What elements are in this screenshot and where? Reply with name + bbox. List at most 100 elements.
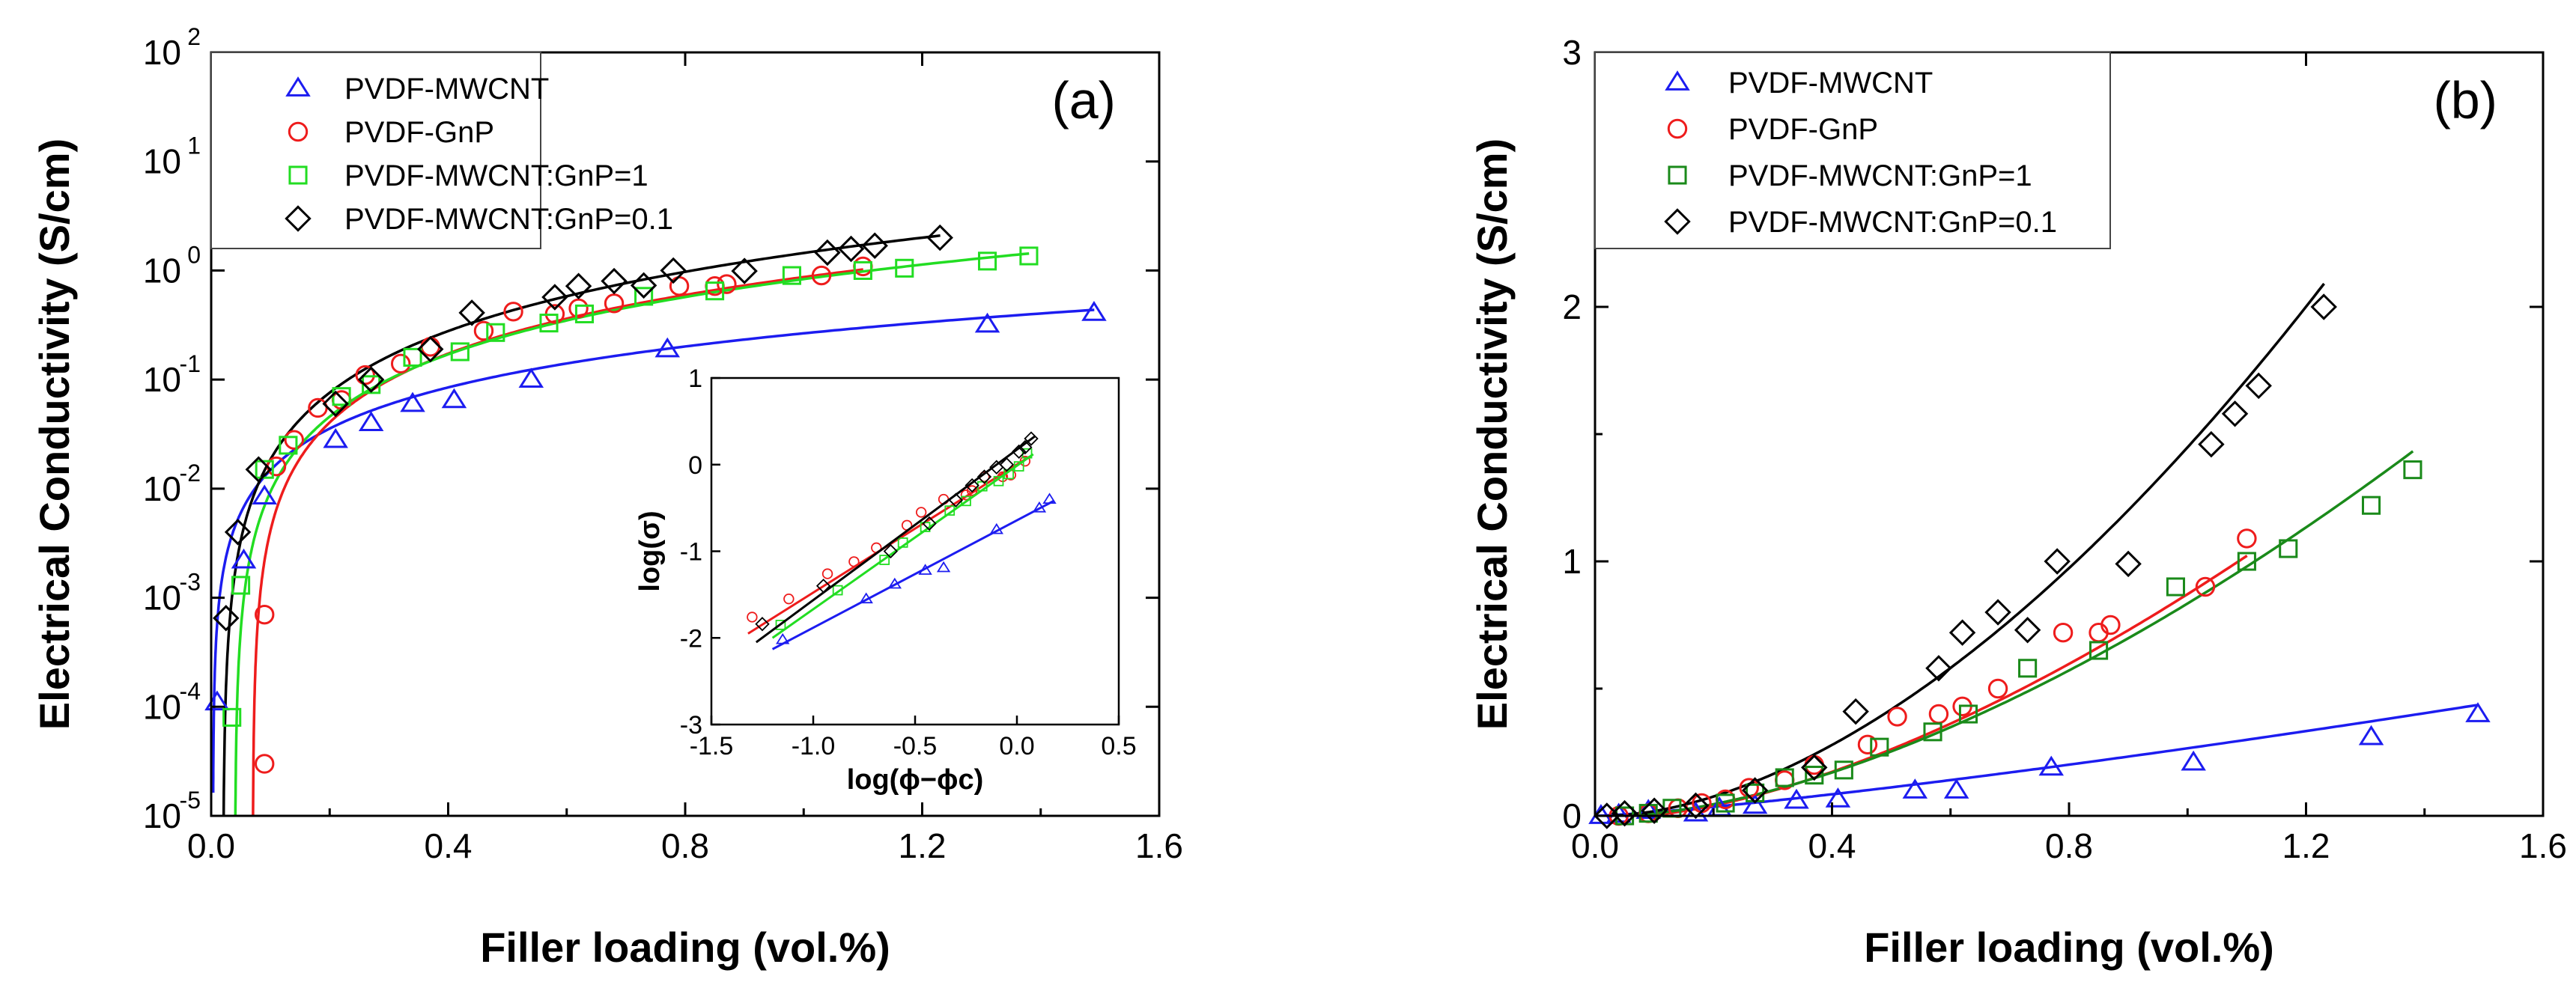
data-point — [660, 257, 687, 284]
fit-line-pvdf-mwcnt — [1597, 704, 2479, 816]
data-point — [332, 387, 351, 406]
inset-y-tick-label: -3 — [680, 711, 702, 740]
series-pvdf-mwcnt:gnp=0.1 — [213, 224, 953, 632]
y-axis-title: Electrical Conductivity (S/cm) — [1468, 138, 1516, 730]
data-point — [255, 604, 275, 625]
x-tick-label: 1.6 — [1135, 826, 1183, 865]
inset-data-point — [879, 555, 890, 565]
inset-data-point — [918, 564, 932, 575]
inset-data-point — [755, 617, 770, 632]
series-pvdf-mwcnt — [204, 301, 1107, 711]
inset-y-tick-label: 0 — [688, 451, 702, 480]
data-point — [2014, 617, 2041, 644]
legend-label: PVDF-GnP — [344, 116, 494, 149]
data-point — [837, 235, 865, 263]
inset-data-point — [747, 612, 758, 623]
x-tick-label: 0.0 — [187, 826, 235, 865]
data-point — [717, 274, 737, 294]
data-point — [1984, 599, 2011, 626]
data-point — [539, 314, 559, 333]
data-point — [231, 576, 251, 595]
data-point — [458, 299, 485, 326]
inset-data-point — [999, 457, 1015, 472]
x-tick-label: 0.4 — [1808, 826, 1856, 865]
data-point — [518, 368, 544, 388]
series-pvdf-mwcnt:gnp=0.1 — [1594, 293, 2337, 829]
data-point — [634, 287, 654, 306]
y-tick-exponent: 0 — [187, 241, 201, 268]
inset-data-point — [776, 632, 790, 644]
inset-data-point — [993, 475, 1004, 487]
data-point — [1842, 698, 1869, 725]
data-point — [2221, 400, 2249, 427]
y-tick-exponent: -4 — [180, 677, 201, 704]
inset-data-point — [883, 543, 899, 559]
data-point — [654, 337, 681, 358]
inset-data-point — [887, 577, 902, 589]
data-point — [417, 335, 444, 363]
data-point — [358, 411, 384, 431]
data-point — [284, 430, 304, 450]
data-point — [1801, 754, 1828, 781]
inset-data-point — [783, 593, 795, 605]
data-point — [2018, 659, 2038, 678]
series-pvdf-mwcnt:gnp=1 — [222, 246, 1039, 727]
y-tick-exponent: -3 — [180, 569, 201, 596]
data-point — [2089, 641, 2109, 660]
data-point — [568, 298, 589, 319]
data-point — [630, 272, 657, 299]
data-point — [322, 390, 349, 418]
x-tick-label: 0.4 — [425, 826, 473, 865]
inset-data-point — [915, 507, 927, 518]
inset-data-point — [1042, 493, 1057, 504]
data-point — [1987, 678, 2008, 699]
data-point — [255, 460, 274, 479]
inset-fit-line — [771, 453, 1034, 639]
y-tick-label: 3 — [1562, 33, 1582, 72]
data-point — [255, 754, 275, 774]
fit-line-pvdf-gnp — [1636, 555, 2248, 816]
series-pvdf-gnp — [1609, 528, 2257, 826]
inset-data-point — [775, 620, 786, 630]
data-point — [1081, 301, 1107, 321]
y-tick-label: 10 — [143, 796, 181, 835]
inset-data-point — [848, 556, 860, 567]
data-point — [861, 232, 888, 259]
legend-marker — [288, 165, 308, 185]
data-point — [391, 353, 411, 374]
fit-line-pvdf-mwcnt — [211, 308, 1095, 793]
y-axis-title: Electrical Conductivity (S/cm) — [31, 138, 78, 730]
inset-data-point — [1032, 501, 1047, 513]
fit-line-pvdf-mwcnt:gnp=1 — [1619, 450, 2414, 816]
data-point — [574, 304, 595, 323]
data-point — [2181, 750, 2206, 771]
inset-chart: -1.5 -1.0 -0.5 0.0 0.5 1 0 -1 -2 -3 log(ϕ−ϕc) log(σ… — [634, 365, 1137, 796]
fit-curves — [1597, 282, 2479, 816]
data-point — [2115, 550, 2142, 578]
legend-label: PVDF-MWCNT:GnP=0.1 — [344, 203, 673, 236]
data-point — [450, 342, 470, 362]
inset-data-point — [815, 579, 831, 594]
inset-x-tick-label: -0.5 — [893, 732, 938, 760]
data-point — [1641, 797, 1668, 824]
data-point — [441, 388, 467, 409]
fit-line-pvdf-mwcnt:gnp=0.1 — [1607, 282, 2325, 816]
data-point — [2358, 725, 2384, 745]
x-tick-label: 0.8 — [661, 826, 709, 865]
data-point — [2361, 495, 2381, 515]
fit-line-pvdf-mwcnt:gnp=0.1 — [222, 234, 941, 816]
inset-data-point — [832, 585, 843, 596]
data-point — [1775, 768, 1794, 787]
data-point — [486, 323, 505, 342]
inset-x-tick-label: 0.0 — [999, 732, 1034, 760]
data-point — [1902, 778, 1928, 799]
inset-x-tick-label: -1.0 — [792, 732, 836, 760]
y-tick-label: 10 — [143, 251, 181, 290]
fit-line-pvdf-mwcnt:gnp=1 — [234, 251, 1030, 816]
data-point — [2237, 552, 2256, 571]
data-point — [814, 239, 841, 266]
data-point — [2198, 430, 2225, 458]
data-point — [895, 258, 914, 278]
y-tick-label: 1 — [1562, 542, 1582, 581]
inset-y-tick-label: -2 — [680, 624, 702, 653]
